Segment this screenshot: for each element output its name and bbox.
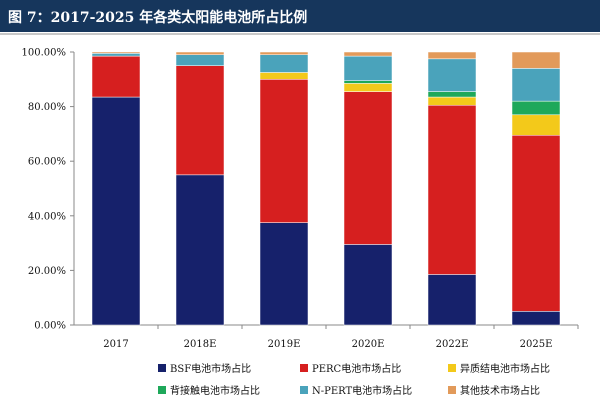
bar-segment: [175, 51, 225, 55]
legend-label: 背接触电池市场占比: [170, 386, 260, 397]
bar-segment: [427, 104, 477, 275]
legend-swatch: [300, 385, 308, 394]
legend-swatch: [158, 385, 166, 394]
x-tick-label: 2025E: [520, 339, 553, 350]
legend-label: 其他技术市场占比: [460, 386, 540, 397]
y-tick-label: 100.00%: [22, 48, 67, 59]
y-tick-label: 60.00%: [28, 157, 66, 168]
legend-item: N-PERT电池市场占比: [300, 382, 412, 397]
legend-label: N-PERT电池市场占比: [312, 386, 413, 397]
y-tick-label: 0.00%: [34, 321, 66, 332]
legend-item: 其他技术市场占比: [448, 382, 540, 397]
bar-segment: [259, 79, 309, 223]
bar-segment: [91, 53, 141, 57]
x-tick-label: 2020E: [352, 339, 385, 350]
y-tick-label: 20.00%: [28, 266, 66, 277]
bar-segment: [91, 96, 141, 326]
legend-item: 异质结电池市场占比: [448, 360, 550, 375]
bar-segment: [259, 54, 309, 73]
bar-segment: [343, 91, 393, 245]
bar-segment: [427, 51, 477, 60]
bar-segment: [427, 96, 477, 106]
bar-segment: [511, 114, 561, 136]
bar-segment: [427, 58, 477, 92]
chart-legend: BSF电池市场占比 PERC电池市场占比 异质结电池市场占比背接触电池市场占比 N-P…: [0, 350, 600, 400]
bar-segment: [343, 55, 393, 81]
bar-segment: [511, 51, 561, 69]
x-tick-label: 2019E: [268, 339, 301, 350]
y-tick-label: 40.00%: [28, 211, 66, 222]
legend-swatch: [300, 363, 308, 372]
legend-item: 背接触电池市场占比: [158, 382, 260, 397]
bar-segment: [511, 135, 561, 312]
bar-segment: [259, 222, 309, 326]
bar-segment: [259, 72, 309, 80]
bar-segment: [175, 174, 225, 326]
legend-swatch: [448, 385, 456, 394]
legend-swatch: [158, 363, 166, 372]
bar-segment: [91, 55, 141, 98]
x-tick-label: 2017: [103, 339, 128, 350]
x-tick-label: 2018E: [184, 339, 217, 350]
bar-segment: [511, 100, 561, 116]
x-tick-label: 2022E: [436, 339, 469, 350]
bar-segment: [511, 311, 561, 326]
y-tick-label: 80.00%: [28, 102, 66, 113]
bar-segment: [259, 51, 309, 55]
legend-item: PERC电池市场占比: [300, 360, 401, 375]
title-bar: 图 7：2017-2025 年各类太阳能电池所占比例: [0, 0, 600, 32]
title-divider: [0, 33, 600, 35]
bar-segment: [427, 274, 477, 326]
legend-label: BSF电池市场占比: [170, 364, 252, 375]
legend-swatch: [448, 363, 456, 372]
bar-segment: [343, 83, 393, 92]
legend-item: BSF电池市场占比: [158, 360, 251, 375]
stacked-bar-chart: 0.00% 20.00% 40.00% 60.00% 80.00% 100.00% 2017…: [22, 48, 579, 350]
bar-segment: [427, 91, 477, 98]
legend-label: PERC电池市场占比: [312, 364, 402, 375]
bar-segment: [343, 244, 393, 326]
bar-segment: [175, 54, 225, 66]
bar-segment: [91, 51, 141, 54]
bar-segment: [343, 51, 393, 57]
bar-segment: [175, 65, 225, 176]
legend-label: 异质结电池市场占比: [460, 364, 550, 375]
chart-title: 图 7：2017-2025 年各类太阳能电池所占比例: [8, 10, 308, 26]
bar-segment: [511, 68, 561, 102]
bar-segment: [343, 80, 393, 84]
